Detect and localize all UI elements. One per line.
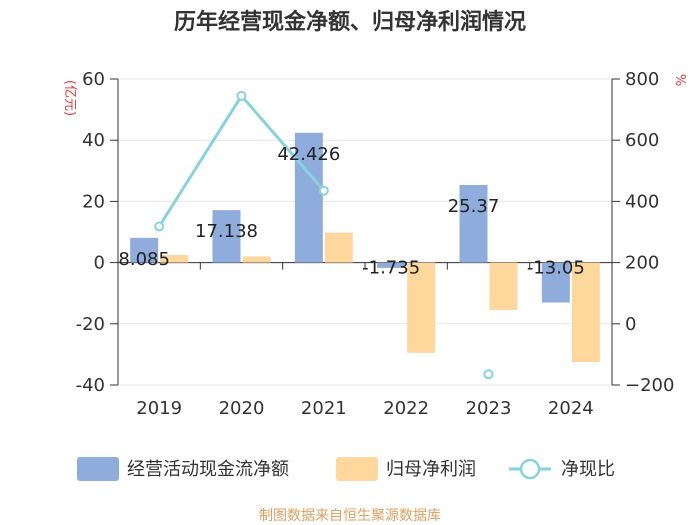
bars: [130, 132, 600, 363]
data-label-operating-cash-2019: 8.085: [118, 249, 170, 270]
bar-operating-cash-2022: [377, 262, 406, 268]
y-right-tick-label: 800: [625, 69, 659, 90]
ratio-line: [154, 90, 494, 380]
x-tick-label: 2021: [301, 398, 347, 419]
axes: -40 -20 0 20 40 60 −200 0 200 400 600 800 2019 2020 20…: [76, 69, 675, 419]
y-left-unit: (亿元): [62, 80, 77, 116]
source-note: 制图数据来自恒生聚源数据库: [259, 508, 441, 524]
y-left-tick-label: 0: [94, 253, 105, 274]
legend-label-ratio: 净现比: [561, 459, 615, 480]
data-label-operating-cash-2020: 17.138: [195, 221, 258, 242]
ratio-line-segment: [157, 95, 243, 228]
y-right-tick-label: 400: [625, 191, 659, 212]
y-right-tick-label: 200: [625, 253, 659, 274]
y-left-tick-label: -40: [76, 375, 105, 396]
ratio-point-2021: [318, 185, 329, 196]
chart-title: 历年经营现金净额、归母净利润情况: [174, 9, 526, 35]
y-right-tick-label: −200: [625, 375, 674, 396]
ratio-line-segment: [240, 94, 325, 192]
y-right-tick-label: 0: [625, 314, 636, 335]
x-tick-label: 2024: [548, 398, 594, 419]
data-label-operating-cash-2023: 25.37: [448, 196, 500, 217]
bar-net-profit-2020: [242, 256, 271, 263]
bar-operating-cash-2024: [541, 262, 570, 303]
bar-net-profit-2023: [489, 262, 518, 311]
y-right-unit: %: [672, 74, 687, 86]
y-left-tick-label: 20: [82, 191, 105, 212]
bar-operating-cash-2023: [459, 184, 488, 263]
legend-swatch-operating-cash: [77, 457, 119, 481]
x-tick-label: 2019: [136, 398, 182, 419]
x-tick-label: 2020: [219, 398, 265, 419]
data-label-operating-cash-2022: -1.735: [362, 258, 420, 279]
ratio-point-2023: [483, 369, 494, 380]
grid: [118, 78, 612, 386]
y-right-tick-label: 600: [625, 130, 659, 151]
bar-net-profit-2019: [160, 254, 189, 263]
y-left-tick-label: 60: [82, 69, 105, 90]
bar-operating-cash-2020: [212, 210, 241, 263]
y-left-tick-label: -20: [76, 314, 105, 335]
bar-net-profit-2021: [324, 232, 353, 263]
bar-net-profit-2022: [407, 262, 436, 353]
ratio-point-2020: [236, 90, 247, 101]
data-label-operating-cash-2024: -13.05: [527, 258, 585, 279]
x-tick-label: 2022: [383, 398, 429, 419]
ratio-point-2019: [154, 221, 165, 232]
x-tick-label: 2023: [466, 398, 512, 419]
bar-operating-cash-2021: [294, 132, 323, 263]
legend-label-net-profit: 归母净利润: [386, 459, 476, 480]
legend: 经营活动现金流净额 归母净利润 净现比: [77, 457, 615, 481]
y-left-tick-label: 40: [82, 130, 105, 151]
bar-net-profit-2024: [571, 262, 600, 363]
data-labels: 8.085 17.138 42.426 -1.735 25.37 -13.05: [118, 144, 584, 279]
legend-label-operating-cash: 经营活动现金流净额: [127, 459, 289, 480]
legend-swatch-net-profit: [336, 457, 378, 481]
bar-operating-cash-2019: [130, 237, 159, 263]
legend-marker-ratio: [519, 458, 541, 480]
data-label-operating-cash-2021: 42.426: [277, 144, 340, 165]
